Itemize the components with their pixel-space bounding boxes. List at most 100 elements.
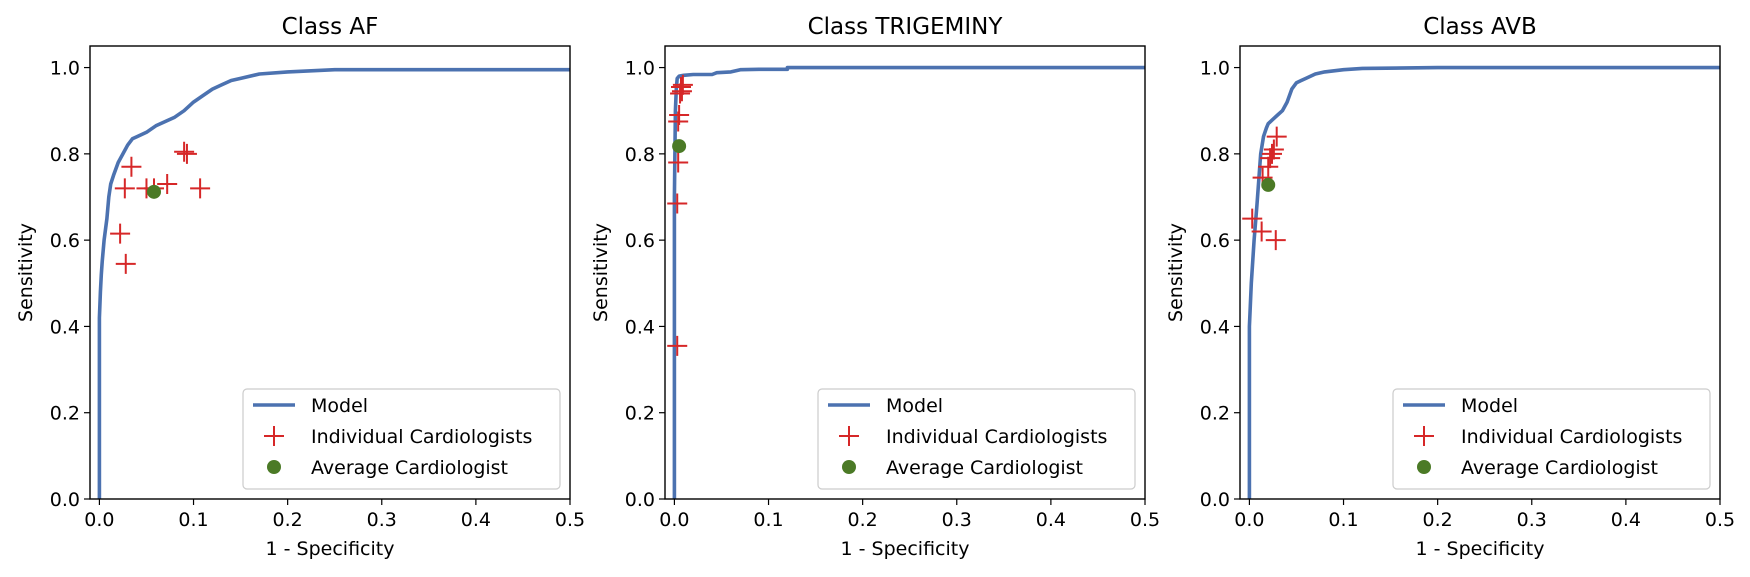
cardiologist-marker [1242,208,1263,229]
average-cardiologist-marker [147,184,161,199]
y-tick-label: 0.4 [50,316,80,338]
cardiologist-marker [176,143,197,164]
legend-label: Average Cardiologist [1461,457,1658,479]
legend-label: Individual Cardiologists [886,426,1107,448]
x-tick-label: 0.1 [1328,509,1358,531]
legend-label: Model [886,395,943,417]
x-tick-label: 0.3 [367,509,397,531]
y-tick-label: 0.2 [50,403,80,425]
y-axis-label: Sensitivity [1165,223,1187,322]
x-tick-label: 0.3 [942,509,972,531]
x-tick-label: 0.1 [178,509,208,531]
x-tick-label: 0.0 [1234,509,1264,531]
cardiologist-marker [121,156,142,177]
cardiologist-marker [115,253,136,274]
legend-label: Model [311,395,368,417]
legend-label: Average Cardiologist [886,457,1083,479]
chart-title: Class TRIGEMINY [808,14,1004,40]
cardiologist-marker [1266,126,1287,147]
x-tick-label: 0.2 [273,509,303,531]
cardiologist-marker [1251,221,1272,242]
x-axis-label: 1 - Specificity [1416,538,1545,560]
y-tick-label: 0.0 [625,489,655,511]
y-axis-label: Sensitivity [590,223,612,322]
legend-label: Individual Cardiologists [311,426,532,448]
cardiologist-marker [1260,148,1281,169]
average-cardiologist-marker [1261,177,1276,192]
cardiologist-marker [667,335,688,356]
chart-panel-3: Class AVB 0.0 0.1 0.2 0.3 0.4 0.5 0.0 0.2 0.4 0.6 0… [1165,14,1735,560]
axes-frame [664,45,1146,500]
model-curve [672,65,1145,499]
legend-box [817,388,1136,490]
y-tick-label: 0.6 [1200,230,1230,252]
y-tick-label: 0.8 [1200,144,1230,166]
legend-label: Model [1461,395,1518,417]
y-tick-label: 1.0 [625,58,655,80]
y-tick-label: 0.2 [1200,403,1230,425]
chart-title: Class AVB [1423,14,1537,40]
chart-title: Class AF [282,14,379,40]
y-tick-label: 0.8 [50,144,80,166]
legend-label: Average Cardiologist [311,457,508,479]
legend: Model Individual Cardiologists Average Car… [817,388,1136,490]
x-tick-label: 0.5 [1705,509,1735,531]
y-tick-label: 0.8 [625,144,655,166]
y-tick-label: 0.6 [625,230,655,252]
y-tick-label: 1.0 [50,58,80,80]
chart-panel-2: Class TRIGEMINY 0.0 0.1 0.2 0.3 0.4 0.5 0.0 0.2 0… [590,14,1160,560]
cardiologist-marker [1262,143,1282,164]
axes-frame [1239,45,1721,500]
y-tick-label: 0.0 [50,489,80,511]
x-tick-label: 0.4 [1611,509,1641,531]
y-axis-label: Sensitivity [15,223,37,322]
x-tick-label: 0.0 [84,509,114,531]
cardiologist-marker [174,141,195,162]
x-axis-label: 1 - Specificity [841,538,970,560]
legend: Model Individual Cardiologists Average Car… [242,388,561,490]
y-tick-label: 0.4 [625,316,655,338]
y-tick-label: 0.6 [50,230,80,252]
cardiologist-marker [110,223,131,244]
x-tick-label: 0.3 [1517,509,1547,531]
legend-plus-swatch [1414,426,1434,446]
cardiologist-marker [669,105,690,126]
y-tick-label: 0.0 [1200,489,1230,511]
legend: Model Individual Cardiologists Average Car… [1392,388,1711,490]
legend-circle-swatch [842,460,856,474]
cardiologist-marker [190,178,211,199]
plot-area [97,67,570,499]
x-tick-label: 0.1 [753,509,783,531]
legend-box [242,388,561,490]
cardiologist-marker [157,174,178,195]
model-curve [1247,65,1720,499]
legend-circle-swatch [1417,460,1431,474]
y-tick-label: 0.2 [625,403,655,425]
x-tick-label: 0.5 [1130,509,1160,531]
cardiologist-marker [114,178,135,199]
legend-circle-swatch [267,460,281,474]
average-cardiologist-marker [672,139,687,154]
model-curve [97,67,570,499]
x-tick-label: 0.5 [555,509,585,531]
plot-area [1242,65,1720,499]
cardiologist-marker [1258,156,1279,177]
axes-frame [89,45,571,500]
legend-plus-swatch [264,426,284,446]
legend-plus-swatch [839,426,859,446]
cardiologist-marker [672,74,693,95]
chart-panel-1: Class AF 0.0 0.1 0.2 0.3 0.4 0.5 0.0 0.2 0.4 0.6 0.… [15,14,585,560]
legend-label: Individual Cardiologists [1461,426,1682,448]
cardiologist-marker [1265,230,1286,251]
plot-area [667,65,1145,499]
x-tick-label: 0.4 [1036,509,1066,531]
x-tick-label: 0.0 [659,509,689,531]
x-tick-label: 0.2 [1423,509,1453,531]
y-tick-label: 0.4 [1200,316,1230,338]
y-tick-label: 1.0 [1200,58,1230,80]
x-tick-label: 0.4 [461,509,491,531]
cardiologist-marker [667,193,688,214]
cardiologist-marker [668,152,689,173]
x-tick-label: 0.2 [848,509,878,531]
